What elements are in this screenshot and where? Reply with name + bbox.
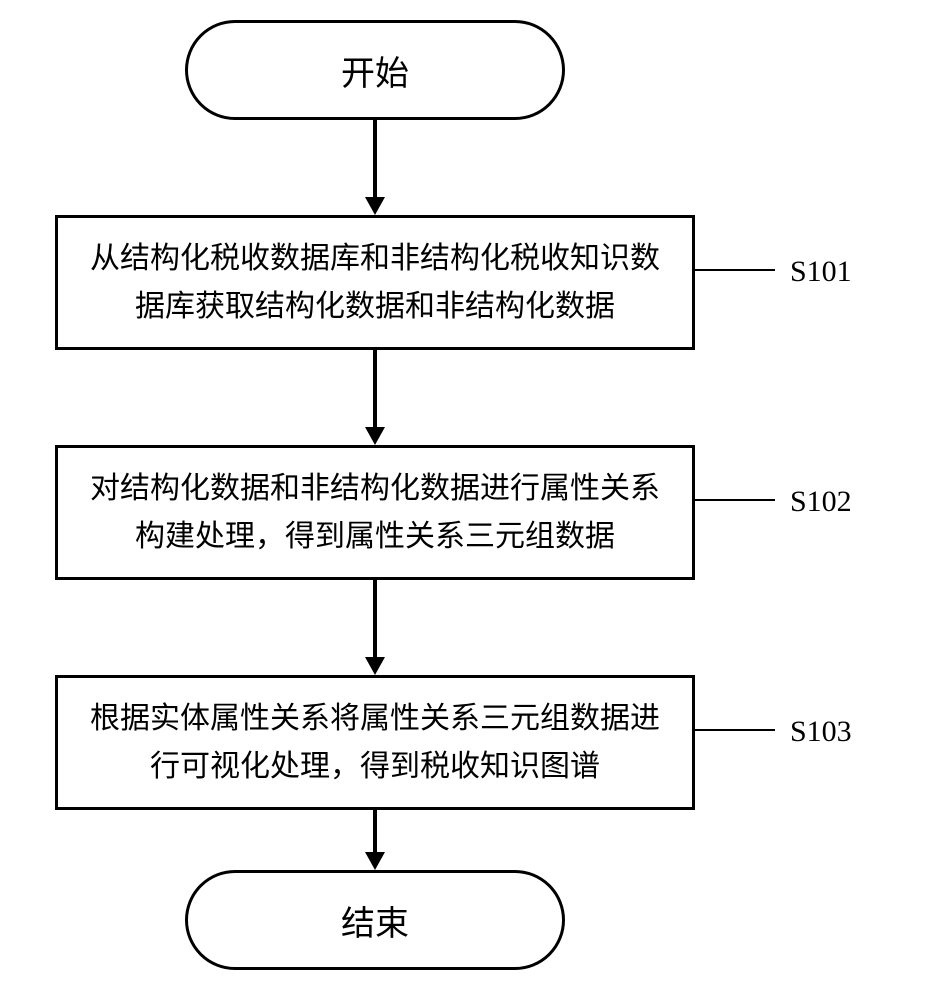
process-s101: 从结构化税收数据库和非结构化税收知识数据库获取结构化数据和非结构化数据 xyxy=(55,215,695,350)
terminal-end: 结束 xyxy=(185,870,565,970)
arrow-3-head xyxy=(365,657,385,675)
label-s101: S101 xyxy=(790,255,852,289)
arrow-2-line xyxy=(373,350,377,427)
process-s103-text: 根据实体属性关系将属性关系三元组数据进行可视化处理，得到税收知识图谱 xyxy=(76,695,674,791)
terminal-start-text: 开始 xyxy=(341,46,409,95)
process-s103: 根据实体属性关系将属性关系三元组数据进行可视化处理，得到税收知识图谱 xyxy=(55,675,695,810)
arrow-1-line xyxy=(373,120,377,197)
terminal-start: 开始 xyxy=(185,20,565,120)
process-s101-text: 从结构化税收数据库和非结构化税收知识数据库获取结构化数据和非结构化数据 xyxy=(76,235,674,331)
flowchart-canvas: 开始 从结构化税收数据库和非结构化税收知识数据库获取结构化数据和非结构化数据 S… xyxy=(0,0,937,1000)
connector-s101 xyxy=(695,269,775,271)
connector-s102 xyxy=(695,499,775,501)
process-s102: 对结构化数据和非结构化数据进行属性关系构建处理，得到属性关系三元组数据 xyxy=(55,445,695,580)
arrow-1-head xyxy=(365,197,385,215)
connector-s103 xyxy=(695,729,775,731)
label-s103: S103 xyxy=(790,715,852,749)
arrow-2-head xyxy=(365,427,385,445)
label-s102: S102 xyxy=(790,485,852,519)
arrow-3-line xyxy=(373,580,377,657)
arrow-4-head xyxy=(365,852,385,870)
process-s102-text: 对结构化数据和非结构化数据进行属性关系构建处理，得到属性关系三元组数据 xyxy=(76,465,674,561)
terminal-end-text: 结束 xyxy=(341,896,409,945)
arrow-4-line xyxy=(373,810,377,852)
